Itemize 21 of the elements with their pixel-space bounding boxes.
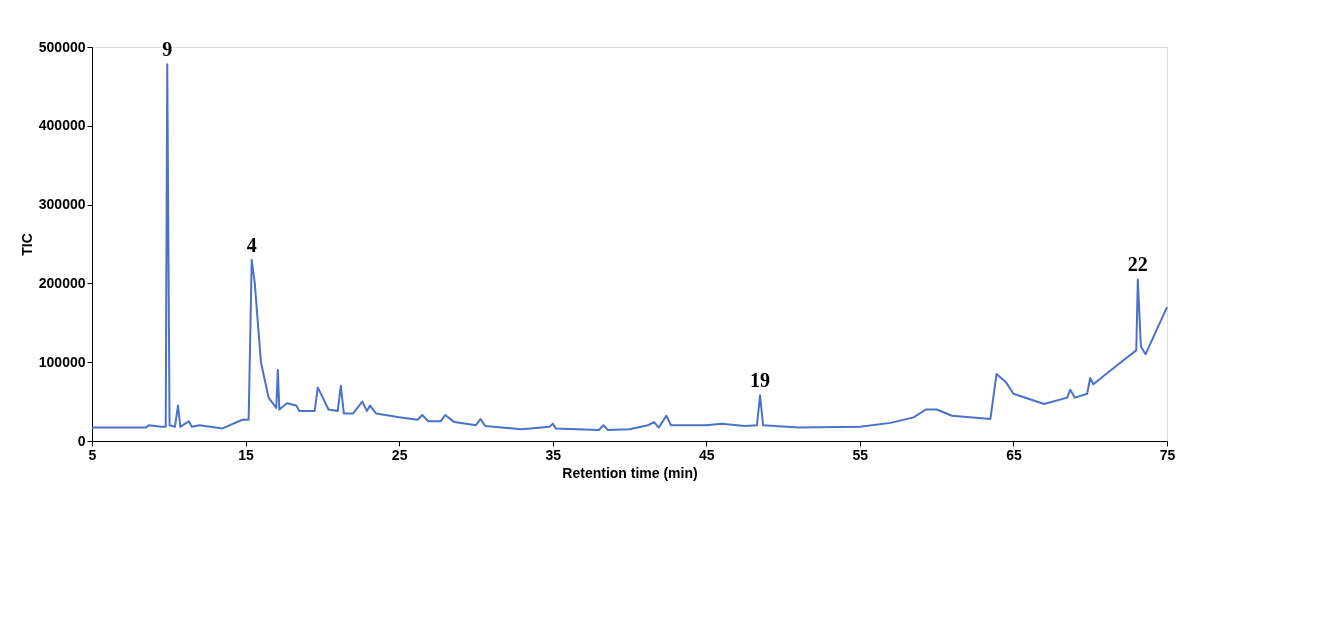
annotation: 9 [162,38,173,61]
x-tick-label: 25 [391,446,408,463]
y-tick-label: 200000 [38,274,86,291]
x-axis-title: Retention time (min) [562,464,698,481]
annotation: 22 [1127,253,1148,276]
y-tick-label: 300000 [38,196,86,213]
y-tick-label: 500000 [38,38,86,55]
x-tick-label: 15 [238,446,255,463]
x-tick-label: 75 [1159,446,1176,463]
x-tick-label: 35 [545,446,562,463]
x-tick-label: 5 [88,446,97,463]
x-tick-label: 65 [1006,446,1022,463]
y-axis-title: TIC [18,233,35,256]
x-tick-label: 45 [699,446,715,463]
x-tick-label: 55 [852,446,869,463]
y-tick-label: 0 [77,432,86,449]
y-tick-label: 400000 [38,117,86,134]
line-series [91,63,1168,431]
y-tick-label: 100000 [38,353,86,370]
annotation: 4 [246,233,257,256]
annotation: 19 [750,369,771,392]
